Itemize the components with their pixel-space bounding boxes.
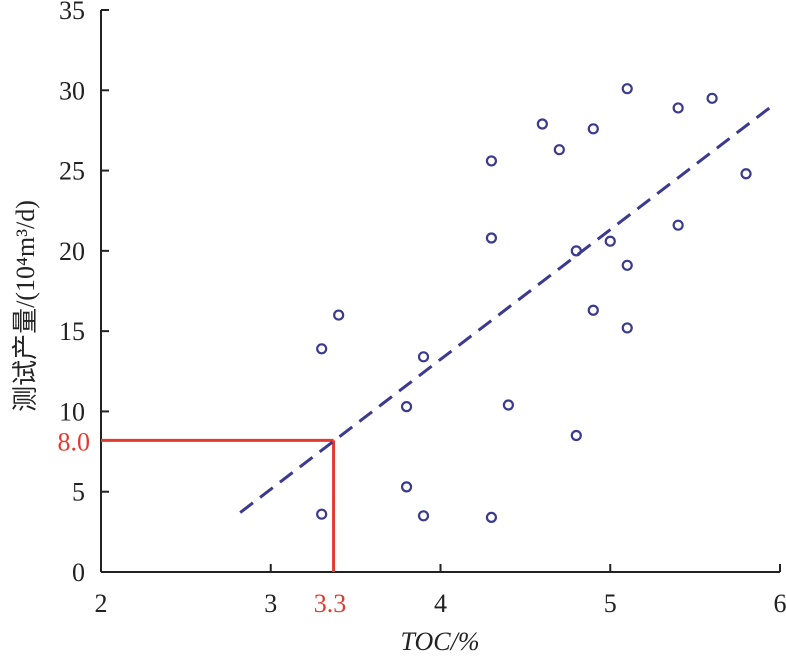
y-tick-label: 5 (72, 478, 85, 507)
reference-x-label: 3.3 (314, 589, 347, 618)
y-tick-label: 35 (59, 0, 85, 25)
data-point (740, 168, 752, 180)
data-point (587, 123, 599, 135)
x-tick-label: 2 (95, 589, 108, 618)
data-point (417, 351, 430, 363)
data-point (316, 508, 328, 520)
data-point (621, 259, 633, 271)
data-point (400, 481, 413, 493)
data-point (570, 429, 582, 442)
y-axis-title: 测试产量/(10⁴m³/d) (11, 200, 40, 412)
y-tick-label: 0 (72, 558, 85, 587)
y-ticks: 0 5 10 15 20 25 30 35 (59, 0, 109, 587)
data-point (536, 118, 548, 130)
trendline (239, 105, 773, 514)
y-tick-label: 15 (59, 317, 85, 346)
x-tick-label: 6 (774, 589, 786, 618)
data-point (621, 322, 633, 334)
data-point (570, 245, 582, 257)
axes (100, 10, 780, 573)
data-point (672, 102, 684, 114)
y-tick-label: 20 (59, 237, 85, 266)
reference-lines (101, 438, 336, 572)
x-tick-label: 3 (264, 589, 277, 618)
data-point (400, 401, 413, 413)
data-point (621, 83, 633, 95)
data-point (417, 510, 430, 522)
x-tick-label: 5 (604, 589, 617, 618)
data-point (316, 343, 328, 355)
data-point (604, 235, 616, 247)
y-tick-label: 25 (59, 157, 85, 186)
data-point (485, 232, 498, 244)
data-point (485, 155, 498, 167)
x-tick-label: 4 (434, 589, 447, 618)
data-point (706, 92, 718, 104)
data-point (672, 219, 684, 231)
data-points (316, 83, 752, 524)
x-ticks: 2 3 4 5 6 (95, 564, 786, 618)
x-axis-title: TOC/% (401, 627, 480, 656)
data-point (587, 304, 599, 316)
y-tick-label: 10 (59, 397, 85, 426)
data-point (333, 309, 345, 321)
data-point (553, 144, 565, 156)
data-point (485, 511, 498, 524)
data-point (502, 399, 514, 411)
y-tick-label: 30 (59, 76, 85, 105)
reference-y-label: 8.0 (58, 427, 91, 456)
